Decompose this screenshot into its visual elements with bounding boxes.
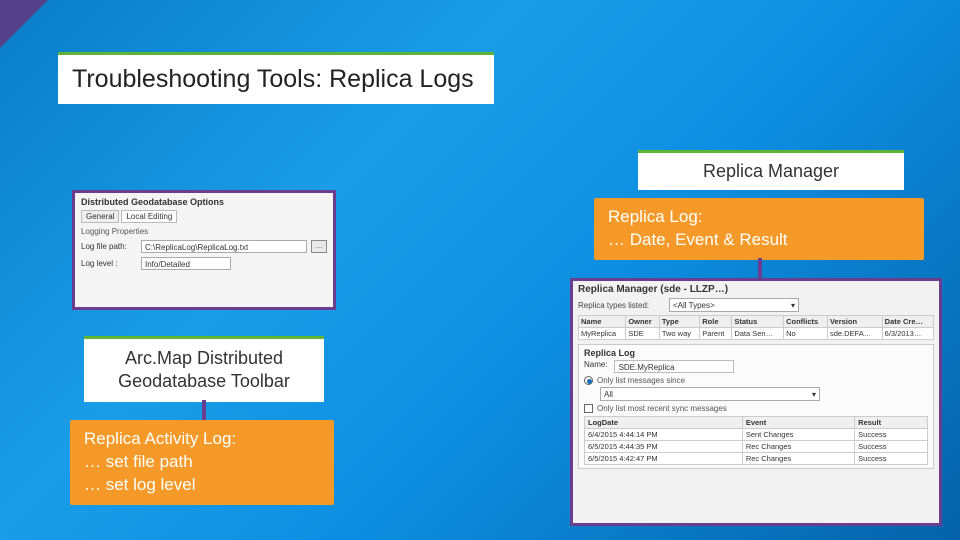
log-level-label: Log level : (81, 259, 137, 268)
orange-left-line1: Replica Activity Log: (84, 428, 320, 451)
radio-icon (584, 376, 593, 385)
col-name[interactable]: Name (579, 316, 626, 328)
table-row[interactable]: MyReplica SDE Two way Parent Data Sen… N… (579, 328, 934, 340)
logcol-event[interactable]: Event (742, 417, 854, 429)
logcol-result[interactable]: Result (855, 417, 928, 429)
heading-arcmap-toolbar: Arc.Map Distributed Geodatabase Toolbar (84, 336, 324, 402)
logcol-date[interactable]: LogDate (585, 417, 743, 429)
tab-general[interactable]: General (81, 210, 119, 223)
chk-recent-only[interactable]: Only list most recent sync messages (584, 404, 928, 413)
slide-title: Troubleshooting Tools: Replica Logs (58, 52, 494, 104)
distributed-geodatabase-options-dialog: Distributed Geodatabase Options General … (72, 190, 336, 310)
rm-name-label: Name: (584, 360, 608, 373)
rm-replica-table[interactable]: Name Owner Type Role Status Conflicts Ve… (578, 315, 934, 340)
log-path-field[interactable]: C:\ReplicaLog\ReplicaLog.txt (141, 240, 307, 253)
rm-log-panel: Replica Log Name: SDE.MyReplica Only lis… (578, 344, 934, 469)
corner-decoration (0, 0, 48, 48)
col-status[interactable]: Status (732, 316, 784, 328)
rm-window-title: Replica Manager (sde - LLZP…) (578, 284, 934, 295)
table-row: 6/4/2015 4:44:14 PMSent ChangesSuccess (585, 429, 928, 441)
col-type[interactable]: Type (659, 316, 699, 328)
table-row: 6/5/2015 4:44:35 PMRec ChangesSuccess (585, 441, 928, 453)
checkbox-icon (584, 404, 593, 413)
dialog-title: Distributed Geodatabase Options (81, 197, 327, 207)
rm-name-value: SDE.MyReplica (614, 360, 734, 373)
log-path-label: Log file path: (81, 242, 137, 251)
connector-left (202, 400, 206, 420)
log-level-combo[interactable]: Info/Detailed (141, 257, 231, 270)
dialog-tabs[interactable]: General Local Editing (81, 210, 327, 223)
orange-left-line3: … set log level (84, 474, 320, 497)
orange-left-line2: … set file path (84, 451, 320, 474)
col-version[interactable]: Version (827, 316, 882, 328)
tab-local-editing[interactable]: Local Editing (121, 210, 177, 223)
col-date[interactable]: Date Cre… (882, 316, 933, 328)
col-role[interactable]: Role (700, 316, 732, 328)
orange-right-line1: Replica Log: (608, 206, 910, 229)
col-owner[interactable]: Owner (626, 316, 660, 328)
orange-right-line2: … Date, Event & Result (608, 229, 910, 252)
col-conflicts[interactable]: Conflicts (784, 316, 828, 328)
browse-button[interactable]: … (311, 240, 327, 253)
table-row: 6/5/2015 4:42:47 PMRec ChangesSuccess (585, 453, 928, 465)
rm-filter-combo[interactable]: <All Types> (669, 298, 799, 312)
rm-log-table[interactable]: LogDate Event Result 6/4/2015 4:44:14 PM… (584, 416, 928, 465)
rm-filter-label: Replica types listed: (578, 301, 663, 310)
callout-replica-activity-log: Replica Activity Log: … set file path … … (70, 420, 334, 505)
replica-manager-window: Replica Manager (sde - LLZP…) Replica ty… (570, 278, 942, 526)
section-label: Logging Properties (81, 227, 327, 236)
rm-log-title: Replica Log (584, 348, 928, 358)
since-filter-combo[interactable]: All (600, 387, 820, 401)
connector-right (758, 258, 762, 278)
radio-only-since[interactable]: Only list messages since (584, 376, 928, 385)
heading-replica-manager: Replica Manager (638, 150, 904, 190)
callout-replica-log: Replica Log: … Date, Event & Result (594, 198, 924, 260)
